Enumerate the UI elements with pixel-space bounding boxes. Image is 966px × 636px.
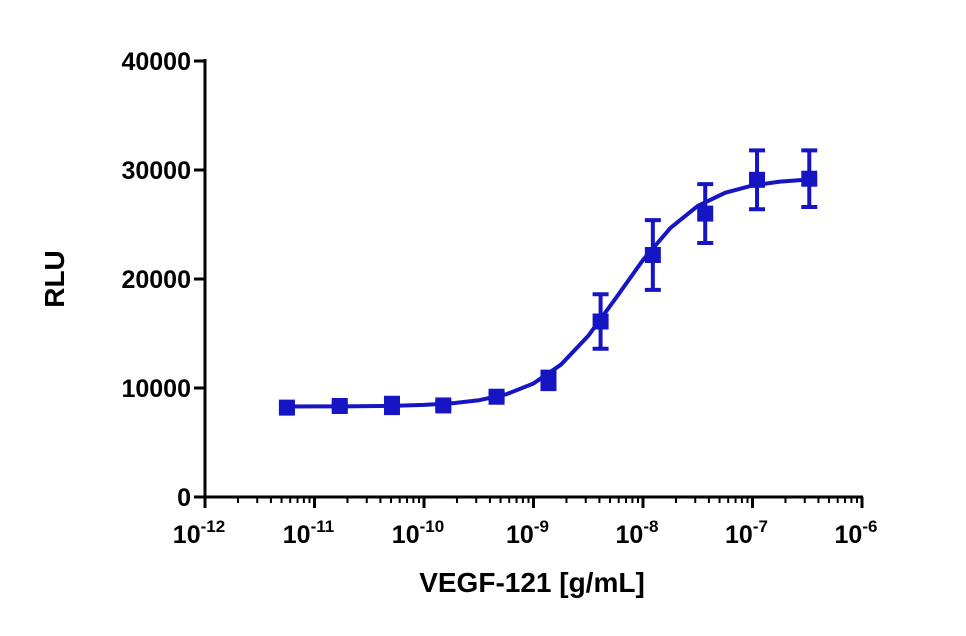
x-tick-base: 10: [835, 521, 863, 549]
x-tick-base: 10: [173, 521, 201, 549]
x-tick-label: 10-6: [835, 517, 878, 549]
y-axis-label: RLU: [39, 250, 70, 308]
y-tick-label: 10000: [121, 375, 191, 403]
y-tick-label: 20000: [121, 266, 191, 294]
y-tick-label: 30000: [121, 157, 191, 185]
data-point: [540, 372, 557, 389]
x-tick-base: 10: [506, 521, 534, 549]
x-axis-label: VEGF-121 [g/mL]: [419, 567, 645, 598]
x-tick-label: 10-11: [283, 517, 334, 549]
x-tick-exponent: -9: [534, 517, 549, 536]
x-tick-exponent: -7: [753, 517, 768, 536]
x-tick-base: 10: [725, 521, 753, 549]
x-tick-label: 10-12: [173, 517, 225, 549]
data-point: [278, 399, 295, 416]
x-tick-label: 10-9: [506, 517, 549, 549]
data-point: [644, 247, 661, 264]
x-tick-label: 10-8: [616, 517, 659, 549]
y-tick-label: 0: [177, 484, 191, 512]
x-tick-exponent: -12: [201, 517, 226, 536]
data-point: [331, 397, 348, 414]
data-point: [749, 171, 766, 188]
x-tick-base: 10: [283, 521, 311, 549]
y-tick-label: 40000: [121, 48, 191, 76]
x-tick-exponent: -6: [862, 517, 877, 536]
x-tick-exponent: -10: [420, 517, 445, 536]
x-tick-base: 10: [616, 521, 644, 549]
data-point: [592, 313, 609, 330]
x-tick-exponent: -8: [643, 517, 658, 536]
x-tick-label: 10-10: [392, 517, 444, 549]
data-point: [488, 388, 505, 405]
data-point: [697, 205, 714, 222]
x-tick-label: 10-7: [725, 517, 768, 549]
data-point: [383, 397, 400, 414]
x-tick-exponent: -11: [311, 517, 335, 536]
data-point: [435, 397, 452, 414]
data-point: [801, 170, 818, 187]
x-tick-base: 10: [392, 521, 420, 549]
